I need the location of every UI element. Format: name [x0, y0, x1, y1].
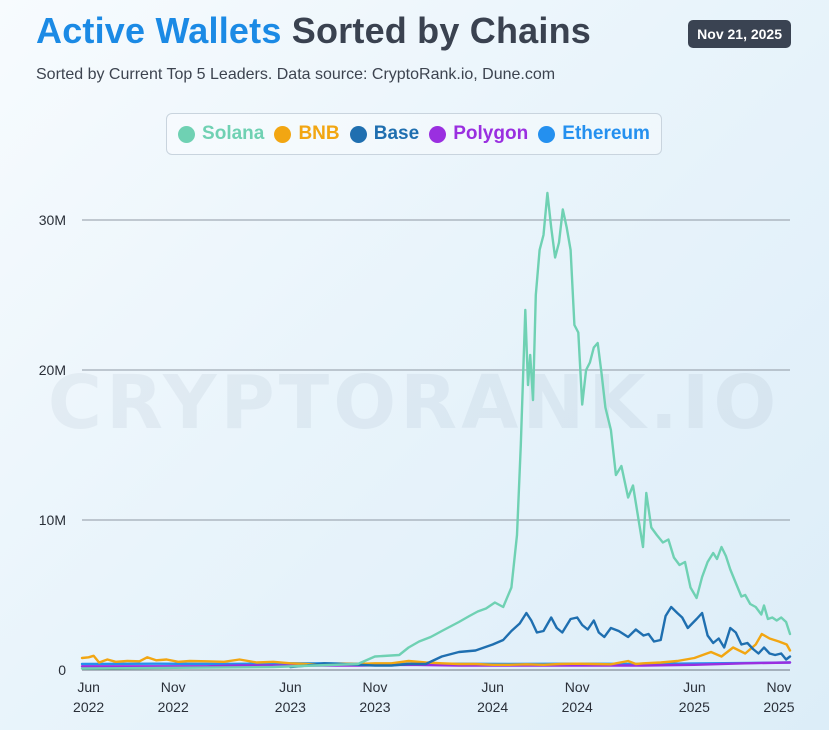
y-tick-label: 10M: [39, 512, 66, 528]
x-tick-label-year: 2024: [562, 699, 593, 715]
x-tick-label-year: 2025: [763, 699, 794, 715]
legend-dot-bnb: [274, 125, 292, 143]
y-tick-label: 20M: [39, 362, 66, 378]
y-axis-ticks: 0 10M 20M 30M: [39, 212, 66, 678]
series-line-solana: [80, 191, 792, 670]
x-tick-label: Jun: [279, 679, 302, 695]
x-tick-label: Jun: [481, 679, 504, 695]
chart-subtitle: Sorted by Current Top 5 Leaders. Data so…: [36, 66, 556, 83]
legend-dot-solana: [178, 125, 196, 143]
legend-dot-ethereum: [538, 125, 556, 143]
series-lines: [80, 191, 792, 670]
legend-dot-base: [349, 125, 367, 143]
chart-title: Active Wallets Sorted by Chains: [36, 10, 591, 52]
series-line-bnb: [80, 632, 792, 666]
legend-item-solana[interactable]: Solana: [178, 123, 264, 145]
title-main: Sorted by Chains: [291, 10, 592, 51]
legend-item-ethereum[interactable]: Ethereum: [538, 123, 650, 145]
x-tick-label: Nov: [161, 679, 186, 695]
x-tick-label-year: 2023: [275, 699, 306, 715]
chart-legend: Solana BNB Base Polygon Ethereum: [166, 113, 662, 155]
legend-item-base[interactable]: Base: [349, 123, 420, 145]
date-badge: Nov 21, 2025: [688, 20, 791, 48]
x-tick-label: Jun: [683, 679, 706, 695]
series-line-polygon: [80, 661, 792, 668]
legend-item-polygon[interactable]: Polygon: [429, 123, 528, 145]
x-tick-label: Nov: [766, 679, 791, 695]
legend-label-base: Base: [373, 123, 420, 144]
watermark: CRYPTORANK.IO: [48, 360, 781, 446]
legend-label-polygon: Polygon: [453, 123, 529, 144]
x-axis-ticks: Jun 2022 Nov 2022 Jun 2023 Nov 2023 Jun 2024 Nov 20…: [73, 679, 795, 715]
x-tick-label-year: 2025: [679, 699, 710, 715]
legend-label-bnb: BNB: [298, 123, 340, 144]
y-tick-label: 30M: [39, 212, 66, 228]
x-tick-label-year: 2023: [359, 699, 390, 715]
legend-item-bnb[interactable]: BNB: [274, 123, 340, 145]
y-tick-label: 0: [58, 662, 66, 678]
title-accent: Active Wallets: [36, 10, 282, 51]
x-tick-label: Nov: [362, 679, 387, 695]
grid-lines: [82, 219, 790, 671]
legend-label-ethereum: Ethereum: [562, 123, 650, 144]
x-tick-label-year: 2022: [158, 699, 189, 715]
legend-label-solana: Solana: [202, 123, 265, 144]
x-tick-label: Jun: [77, 679, 100, 695]
x-tick-label-year: 2022: [73, 699, 104, 715]
legend-dot-polygon: [429, 125, 447, 143]
x-tick-label: Nov: [565, 679, 590, 695]
x-tick-label-year: 2024: [477, 699, 508, 715]
series-line-base: [289, 605, 792, 669]
